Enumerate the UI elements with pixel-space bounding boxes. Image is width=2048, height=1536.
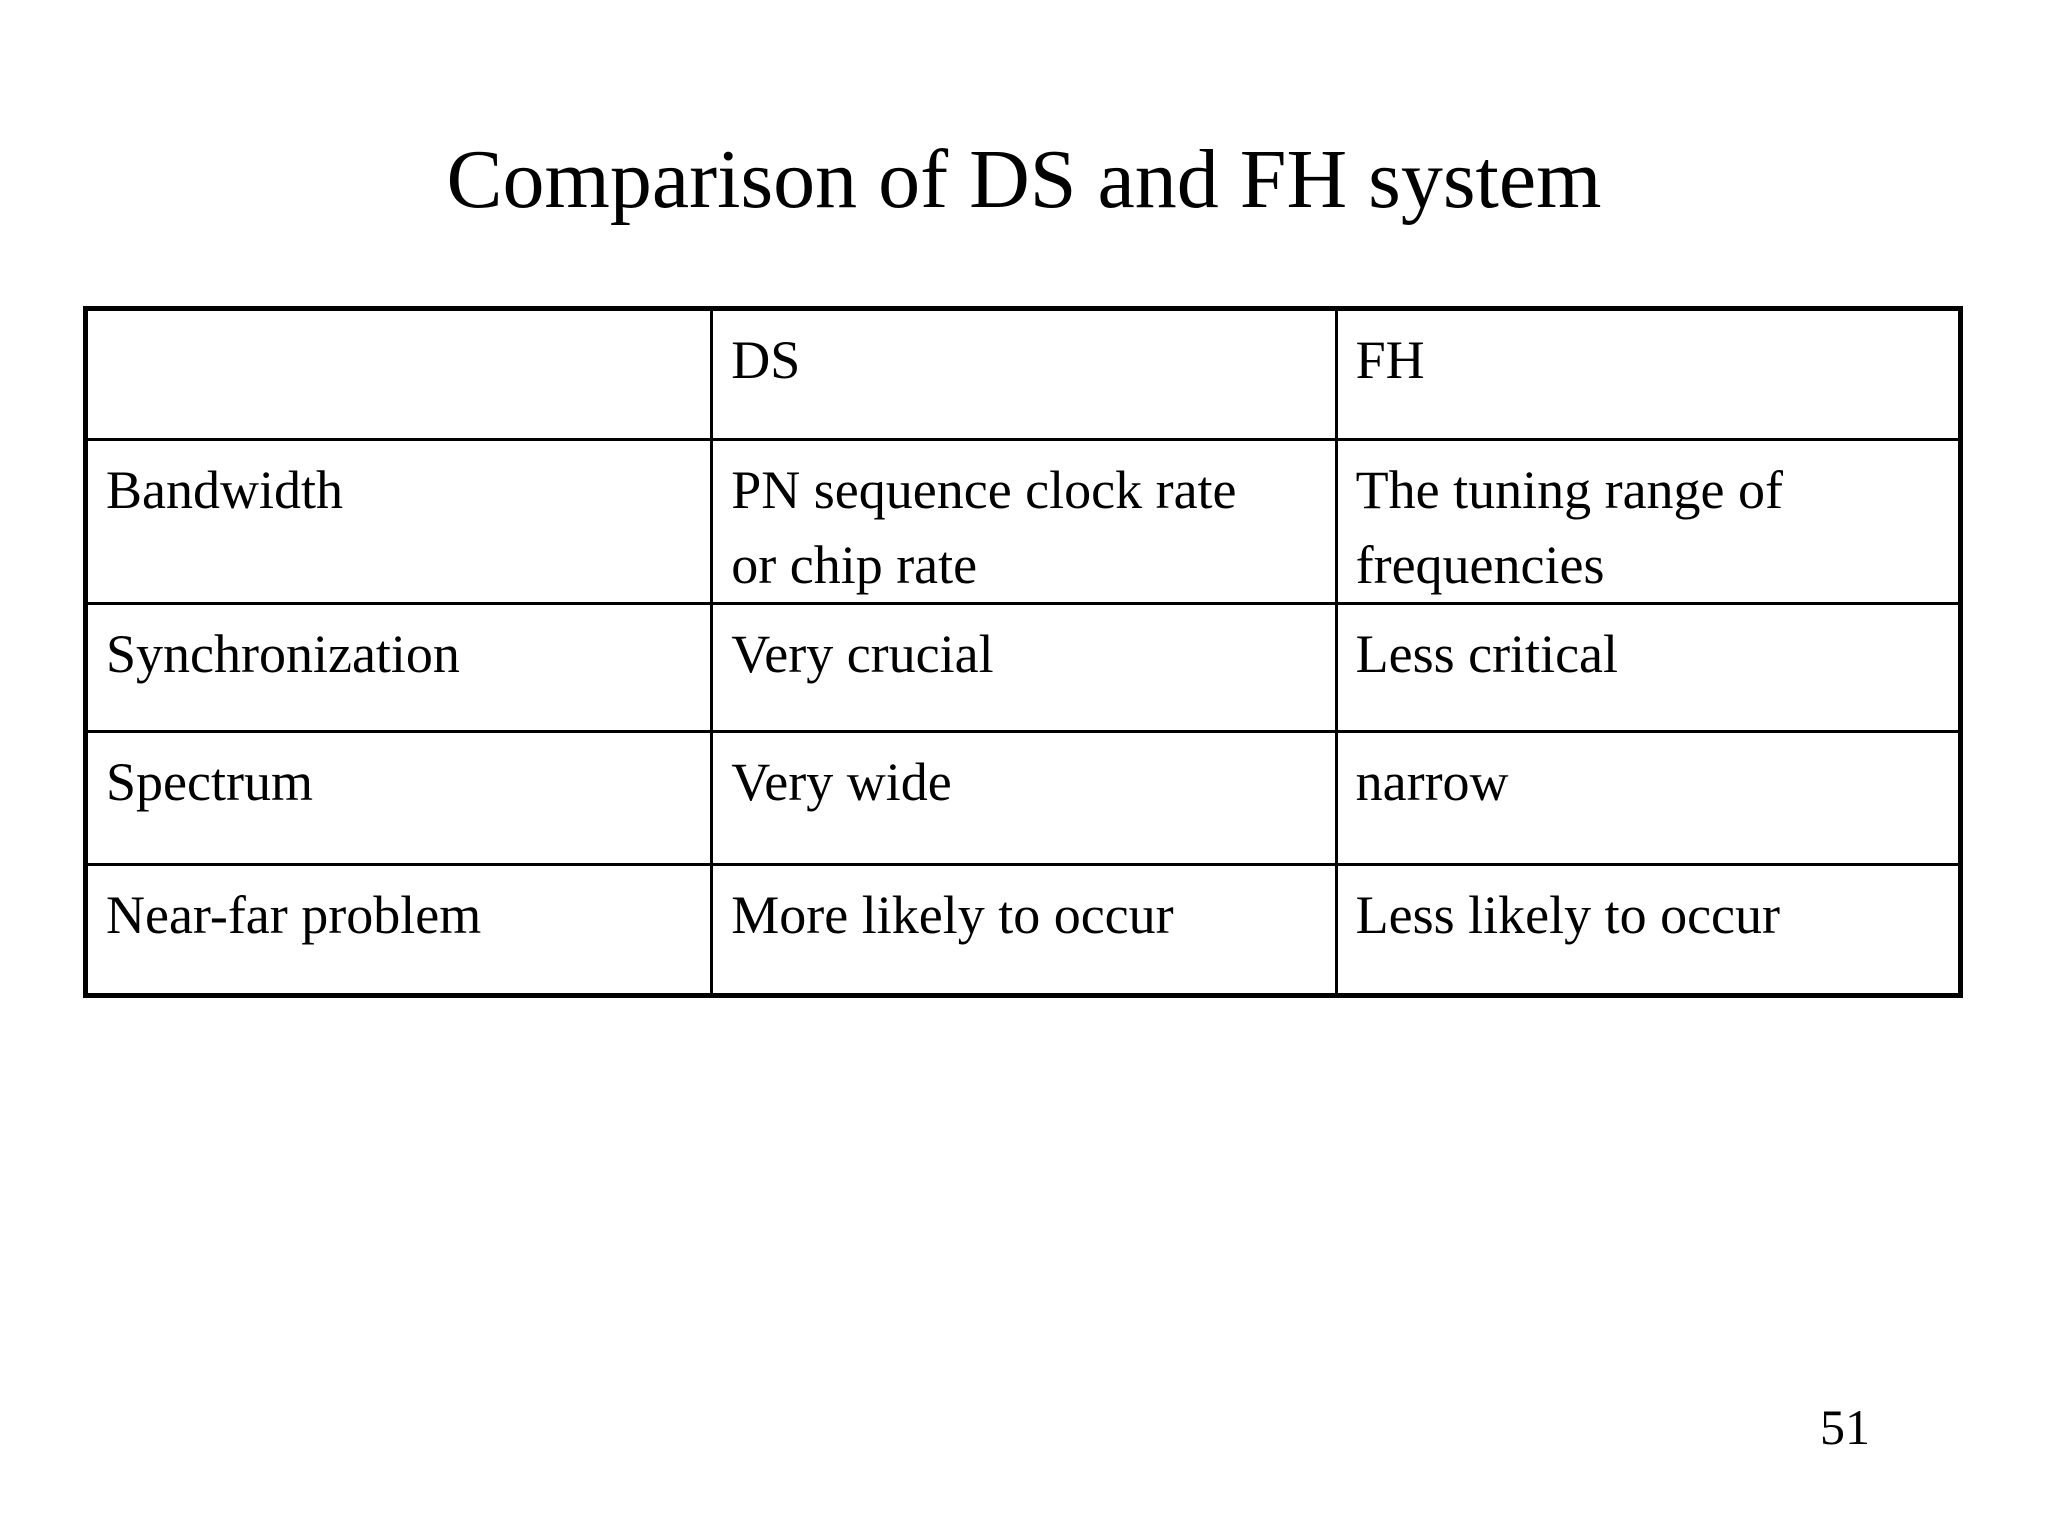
cell-spectrum-ds: Very wide [710,730,1338,867]
table-row-near-far-problem: Near-far problem More likely to occur Le… [83,863,1963,998]
row-label-synchronization: Synchronization [83,602,714,734]
header-cell-fh: FH [1334,307,1963,441]
row-label-near-far-problem: Near-far problem [83,863,714,998]
table-header-row: DS FH [83,307,1963,441]
row-label-bandwidth: Bandwidth [83,437,714,606]
cell-spectrum-fh: narrow [1334,730,1963,867]
cell-near-far-problem-fh: Less likely to occur [1334,863,1963,998]
cell-bandwidth-fh: The tuning range of frequencies [1334,437,1963,606]
page-number: 51 [1820,1399,1870,1455]
cell-near-far-problem-ds: More likely to occur [710,863,1338,998]
table-row-bandwidth: Bandwidth PN sequence clock rate or chip… [83,437,1963,606]
comparison-table: DS FH Bandwidth PN sequence clock rate o… [83,306,1963,999]
table-row-spectrum: Spectrum Very wide narrow [83,730,1963,867]
slide-title: Comparison of DS and FH system [446,133,1602,226]
header-cell-blank [83,307,714,441]
cell-synchronization-fh: Less critical [1334,602,1963,734]
cell-synchronization-ds: Very crucial [710,602,1338,734]
cell-bandwidth-ds: PN sequence clock rate or chip rate [710,437,1338,606]
row-label-spectrum: Spectrum [83,730,714,867]
header-cell-ds: DS [710,307,1338,441]
table-row-synchronization: Synchronization Very crucial Less critic… [83,602,1963,734]
